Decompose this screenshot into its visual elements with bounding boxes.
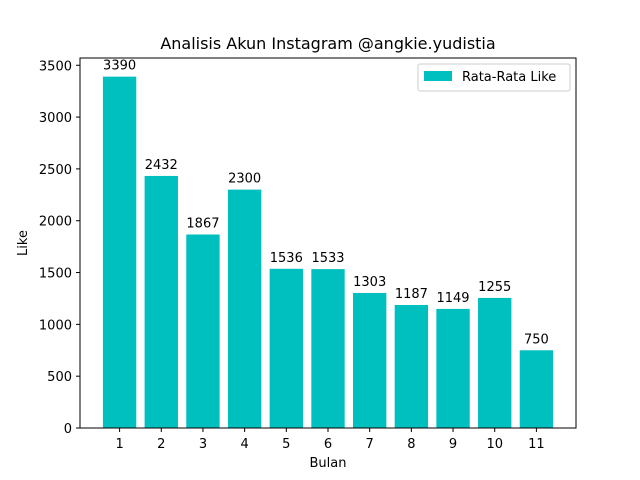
x-tick-label: 2 [157, 437, 165, 452]
bar [227, 189, 262, 428]
bar [144, 175, 178, 428]
x-axis-label: Bulan [310, 456, 347, 471]
legend-swatch [424, 71, 452, 81]
bar [436, 308, 470, 428]
bar [311, 269, 345, 428]
bar-value-label: 1536 [270, 251, 303, 266]
bar [269, 268, 303, 428]
x-tick-label: 3 [199, 437, 207, 452]
bar [353, 292, 387, 428]
x-tick-label: 1 [115, 437, 123, 452]
bar-value-label: 2300 [228, 172, 261, 187]
y-axis-label: Like [16, 230, 31, 256]
bar-value-label: 1149 [436, 291, 469, 306]
bar [478, 297, 512, 428]
x-tick-label: 10 [486, 437, 503, 452]
chart-title: Analisis Akun Instagram @angkie.yudistia [160, 34, 495, 53]
x-tick-label: 11 [528, 437, 545, 452]
y-tick-label: 3000 [39, 111, 72, 126]
x-tick-label: 4 [240, 437, 248, 452]
bar-value-label: 1867 [186, 217, 219, 232]
legend-box [417, 63, 571, 92]
y-tick-label: 2000 [39, 215, 72, 230]
bar-value-label: 1533 [311, 251, 344, 266]
x-tick-label: 9 [449, 437, 457, 452]
x-tick-label: 6 [324, 437, 332, 452]
y-tick-label: 0 [64, 422, 72, 437]
x-tick-label: 5 [282, 437, 290, 452]
bar [519, 350, 554, 428]
bar-value-label: 2432 [145, 158, 178, 173]
y-tick-label: 1000 [39, 318, 72, 333]
bar [186, 234, 220, 428]
y-tick-label: 1500 [39, 267, 72, 282]
bar-value-label: 1255 [478, 280, 511, 295]
legend: Rata-Rata Like [417, 63, 571, 92]
bar-value-label: 1303 [353, 275, 386, 290]
bar-value-label: 3390 [103, 59, 136, 74]
plot-area: 0 500 1000 1500 2000 2500 3000 3500 3390 1 2432 2 18… [39, 59, 554, 452]
legend-label: Rata-Rata Like [462, 70, 556, 85]
y-tick-label: 3500 [39, 59, 72, 74]
x-tick-label: 7 [366, 437, 374, 452]
bar [102, 76, 137, 429]
bar [394, 304, 429, 428]
bar-value-label: 1187 [395, 287, 428, 302]
y-tick-label: 500 [47, 370, 72, 385]
x-tick-label: 8 [407, 437, 415, 452]
plot-frame [79, 57, 577, 429]
y-tick-label: 2500 [39, 163, 72, 178]
bar-value-label: 750 [524, 332, 549, 347]
